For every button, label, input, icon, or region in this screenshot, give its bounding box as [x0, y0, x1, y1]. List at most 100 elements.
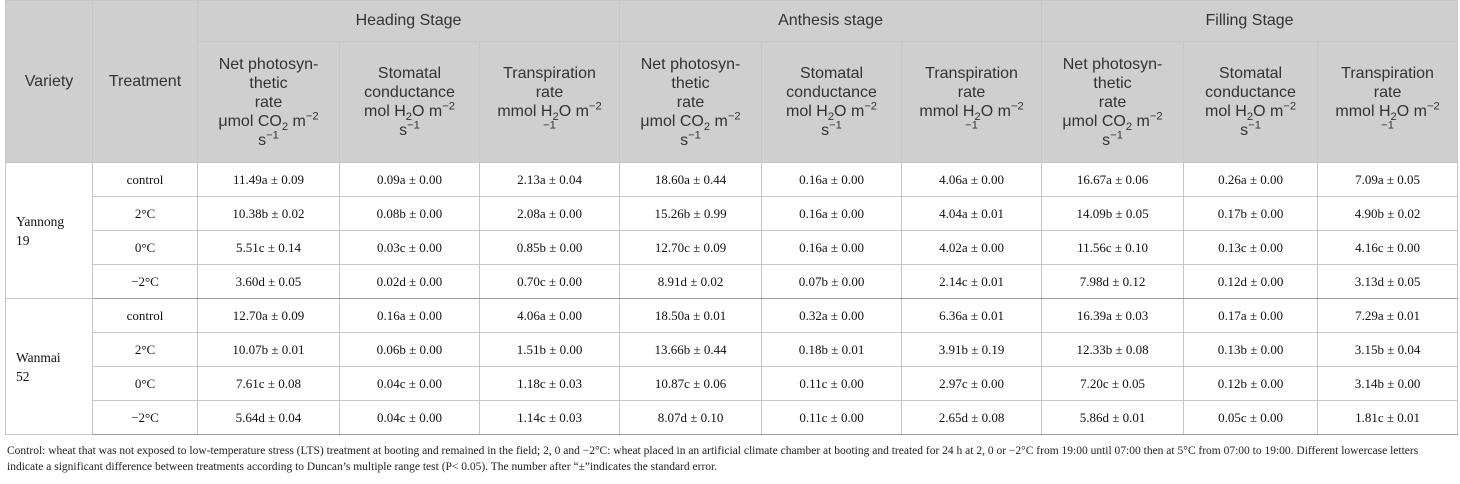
header-text-part: rate — [957, 84, 986, 101]
value-cell: 8.91d ± 0.02 — [619, 264, 763, 299]
header-filling-stage: Filling Stage — [1041, 0, 1459, 42]
header-text-part: Stomatal — [377, 65, 442, 82]
value-cell: 0.18b ± 0.01 — [761, 332, 903, 367]
header-text-part: −2 — [1426, 100, 1440, 113]
header-text-part: −1 — [1110, 129, 1123, 142]
header-line: rate — [1318, 83, 1457, 102]
header-text-part: mmol H — [1335, 103, 1391, 120]
header-line: mol H2O m−2 — [340, 101, 479, 123]
header-line: Net photosyn- — [1042, 55, 1183, 74]
header-text-part: O m — [412, 103, 443, 120]
header-text-part: Net photosyn- — [218, 55, 319, 73]
value-cell: 7.09a ± 0.05 — [1317, 162, 1459, 197]
value-cell: 3.91b ± 0.19 — [901, 332, 1043, 367]
value-cell: 12.70a ± 0.09 — [197, 298, 340, 333]
header-line: rate — [480, 83, 619, 102]
value-cell: 0.16a ± 0.00 — [339, 298, 480, 333]
header-line: Net photosyn- — [620, 55, 761, 74]
value-cell: 6.36a ± 0.01 — [901, 298, 1043, 333]
header-text-part: 2 — [974, 111, 981, 124]
variety-number: 19 — [16, 232, 30, 248]
treatment-cell: −2°C — [92, 400, 198, 435]
header-text-part: m — [288, 112, 306, 130]
header-text-part: 2 — [552, 111, 559, 124]
data-table: Variety Treatment Heading Stage Anthesis… — [5, 0, 1459, 435]
value-cell: 7.29a ± 0.01 — [1317, 298, 1459, 333]
header-heading-net-photosynthetic-rate: Net photosyn-thetic rate μmol CO2 m−2 s−1 — [197, 41, 340, 163]
value-cell: 0.13b ± 0.00 — [1183, 332, 1319, 367]
value-cell: 0.16a ± 0.00 — [761, 162, 903, 197]
variety-number: 52 — [16, 368, 30, 384]
header-text-part: 2 — [1246, 111, 1254, 124]
header-text-part: Net photosyn- — [1062, 55, 1163, 73]
header-text-part: O m — [1253, 103, 1284, 120]
header-text-part: −2 — [1010, 100, 1024, 113]
value-cell: 7.20c ± 0.05 — [1041, 366, 1185, 401]
header-text-part: m — [1132, 112, 1150, 130]
header-line: conductance — [762, 83, 901, 102]
value-cell: 0.17a ± 0.00 — [1183, 298, 1319, 333]
header-line: thetic — [1042, 74, 1183, 93]
header-treatment: Treatment — [92, 0, 198, 163]
header-line: rate — [198, 93, 339, 112]
value-cell: 4.04a ± 0.01 — [901, 196, 1043, 231]
header-text-part: O m — [1396, 103, 1427, 120]
header-line: thetic — [620, 74, 761, 93]
header-text-part: Stomatal — [1218, 65, 1283, 82]
header-text-part: −2 — [1149, 110, 1163, 123]
header-text-part: m — [710, 112, 728, 130]
variety-cell: Yannong 19 — [5, 162, 93, 299]
header-text-part: −2 — [305, 110, 319, 123]
header-text-part: μmol CO — [640, 112, 704, 130]
header-line: rate — [902, 83, 1041, 102]
value-cell: 4.02a ± 0.00 — [901, 230, 1043, 265]
header-text-part: s — [680, 131, 689, 149]
header-line: s−1 — [340, 120, 479, 140]
header-text-part: thetic — [671, 74, 710, 92]
header-text-part: mmol H — [919, 103, 975, 120]
header-line: Stomatal — [1184, 64, 1317, 83]
value-cell: 10.07b ± 0.01 — [197, 332, 340, 367]
table-row: Yannong 19 control 11.49a ± 0.09 0.09a ± 0.0… — [5, 162, 1459, 299]
value-cell: 7.61c ± 0.08 — [197, 366, 340, 401]
header-line: mmol H2O m−2 — [480, 100, 619, 124]
header-line: s−1 — [620, 130, 761, 150]
value-cell: 0.17b ± 0.00 — [1183, 196, 1319, 231]
header-text-part: thetic — [1093, 74, 1132, 92]
value-cell: 0.16a ± 0.00 — [761, 230, 903, 265]
header-text-part: −1 — [829, 119, 842, 132]
value-cell: 3.15b ± 0.04 — [1317, 332, 1459, 367]
header-text-part: s — [821, 122, 830, 139]
value-cell: 0.32a ± 0.00 — [761, 298, 903, 333]
value-cell: 12.70c ± 0.09 — [619, 230, 763, 265]
value-cell: 0.05c ± 0.00 — [1183, 400, 1319, 435]
value-cell: 3.60d ± 0.05 — [197, 264, 340, 299]
header-text-part: s — [1240, 122, 1249, 139]
value-cell: 15.26b ± 0.99 — [619, 196, 763, 231]
header-anthesis-stage: Anthesis stage — [619, 0, 1043, 42]
header-line: s−1 — [1042, 129, 1183, 150]
value-cell: 0.85b ± 0.00 — [478, 230, 621, 265]
treatment-cell: 2°C — [92, 332, 198, 367]
header-heading-transpiration-rate: Transpiration rate mmol H2O m−2 −1 — [478, 41, 621, 163]
header-line: rate — [1042, 93, 1183, 112]
header-text-part: Transpiration — [925, 65, 1018, 82]
value-cell: 0.04c ± 0.00 — [339, 400, 480, 435]
header-line: Stomatal — [762, 64, 901, 83]
value-cell: 0.26a ± 0.00 — [1183, 162, 1319, 197]
header-text-part: −2 — [588, 100, 602, 113]
value-cell: 11.49a ± 0.09 — [197, 162, 340, 197]
value-cell: 16.67a ± 0.06 — [1041, 162, 1185, 197]
treatment-cell: −2°C — [92, 264, 198, 299]
variety-name: Wanmai — [16, 349, 61, 365]
value-cell: 2.14c ± 0.01 — [901, 264, 1043, 299]
value-cell: 2.08a ± 0.00 — [478, 196, 621, 231]
table-header: Variety Treatment Heading Stage Anthesis… — [5, 0, 1459, 163]
header-text-part: −1 — [1381, 119, 1394, 132]
header-line: −1 — [902, 120, 1041, 140]
table-row: 0°C 5.51c ± 0.14 0.03c ± 0.00 0.85b ± 0.00 1… — [6, 230, 1459, 265]
header-heading-stomatal-conductance: Stomatal conductance mol H2O m−2 s−1 — [339, 41, 480, 163]
value-cell: 1.18c ± 0.03 — [478, 366, 621, 401]
value-cell: 10.38b ± 0.02 — [197, 196, 340, 231]
header-text-part: −1 — [1248, 119, 1261, 132]
